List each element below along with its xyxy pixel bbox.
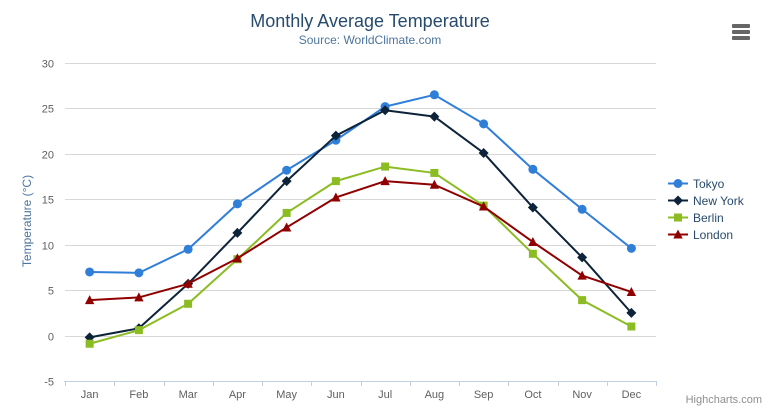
data-point-marker-triangle (380, 176, 390, 186)
data-point-marker-triangle (183, 278, 193, 288)
y-axis-label: 25 (42, 104, 54, 116)
legend: Tokyo New York Berlin London (668, 175, 744, 243)
x-axis-label: Oct (524, 389, 541, 401)
data-point-marker-triangle (232, 253, 243, 263)
y-axis-label: 5 (48, 286, 54, 298)
legend-item-london[interactable]: London (668, 226, 744, 243)
x-axis-label: Jul (378, 389, 392, 401)
data-point-marker-circle (183, 244, 193, 254)
data-point-marker-circle (626, 243, 636, 253)
x-axis-label: May (276, 389, 297, 401)
series-berlin (85, 162, 636, 348)
data-point-marker-square (627, 322, 636, 331)
series-line (89, 180, 632, 302)
data-point-marker-diamond (380, 105, 391, 116)
data-point-marker-diamond (330, 130, 341, 141)
data-point-marker-square (184, 299, 193, 308)
y-axis-label: 20 (42, 150, 54, 162)
y-axis-title: Temperature (°C) (20, 174, 34, 268)
x-axis-label: Apr (229, 389, 246, 401)
x-axis-label: Jun (327, 389, 345, 401)
legend-item-new-york[interactable]: New York (668, 192, 744, 209)
data-point-marker-circle (528, 164, 538, 174)
data-point-marker-diamond (429, 111, 440, 122)
data-point-marker-square (578, 296, 587, 305)
data-point-marker-circle (282, 165, 292, 175)
legend-marker-icon (668, 179, 688, 188)
data-point-marker-circle (429, 90, 439, 100)
legend-marker-icon (668, 229, 688, 239)
data-point-marker-triangle (134, 292, 144, 302)
x-axis-label: Feb (129, 389, 148, 401)
series-new-york (84, 105, 637, 343)
x-axis-label: Sep (474, 389, 494, 401)
legend-label: Tokyo (693, 176, 725, 191)
data-point-marker-triangle (331, 192, 341, 202)
credits-link[interactable]: Highcharts.com (685, 394, 762, 406)
data-point-marker-triangle (478, 201, 489, 211)
y-axis-label: 0 (48, 332, 54, 344)
data-point-marker-circle (232, 199, 242, 209)
legend-marker-icon (668, 213, 688, 222)
series-line (89, 109, 633, 339)
legend-label: New York (693, 193, 744, 208)
data-point-marker-diamond (232, 227, 243, 238)
hamburger-menu-icon (732, 24, 750, 28)
legend-marker-diamond (673, 195, 683, 206)
data-point-marker-circle (479, 119, 489, 129)
data-point-marker-triangle (528, 236, 538, 246)
legend-marker-circle (673, 179, 683, 188)
data-point-marker-diamond (527, 202, 538, 213)
y-axis-label: 10 (42, 241, 54, 253)
x-axis-label: Mar (179, 389, 198, 401)
data-point-marker-square (331, 177, 340, 186)
data-point-marker-square (134, 326, 143, 335)
chart-title: Monthly Average Temperature (250, 11, 490, 31)
y-axis-label: 30 (42, 59, 54, 71)
hamburger-menu-icon (732, 36, 750, 40)
x-axis-label: Aug (425, 389, 445, 401)
x-axis-label: Jan (81, 389, 99, 401)
data-point-marker-triangle (429, 179, 440, 189)
y-axis-label: -5 (44, 377, 54, 389)
data-point-marker-square (85, 339, 94, 348)
data-point-marker-diamond (626, 307, 637, 318)
legend-marker-triangle (673, 229, 683, 239)
legend-item-berlin[interactable]: Berlin (668, 209, 744, 226)
series-line (89, 93, 632, 274)
series-line (89, 165, 632, 345)
data-point-marker-diamond (577, 252, 588, 263)
data-point-marker-circle (577, 204, 587, 214)
data-point-marker-diamond (281, 176, 292, 187)
data-point-marker-square (430, 168, 439, 177)
data-point-marker-diamond (478, 147, 489, 158)
x-axis-label: Dec (622, 389, 642, 401)
data-point-marker-square (282, 208, 291, 217)
legend-marker-square (674, 213, 682, 222)
hamburger-menu-icon (732, 30, 750, 34)
data-point-marker-circle (85, 267, 95, 277)
export-menu-button[interactable] (730, 21, 756, 43)
data-point-marker-triangle (281, 222, 292, 232)
series-tokyo (85, 90, 636, 278)
data-point-marker-square (528, 249, 537, 258)
data-point-marker-triangle (626, 286, 637, 296)
series-london (84, 176, 637, 305)
y-axis-label: 15 (42, 195, 54, 207)
legend-label: Berlin (693, 210, 724, 225)
legend-marker-icon (668, 195, 688, 206)
chart-subtitle: Source: WorldClimate.com (298, 33, 442, 47)
legend-item-tokyo[interactable]: Tokyo (668, 175, 744, 192)
data-point-marker-triangle (577, 270, 587, 280)
legend-label: London (693, 227, 734, 242)
data-point-marker-circle (134, 268, 144, 278)
data-point-marker-triangle (84, 295, 95, 305)
x-axis-label: Nov (572, 389, 592, 401)
data-point-marker-square (381, 162, 390, 171)
